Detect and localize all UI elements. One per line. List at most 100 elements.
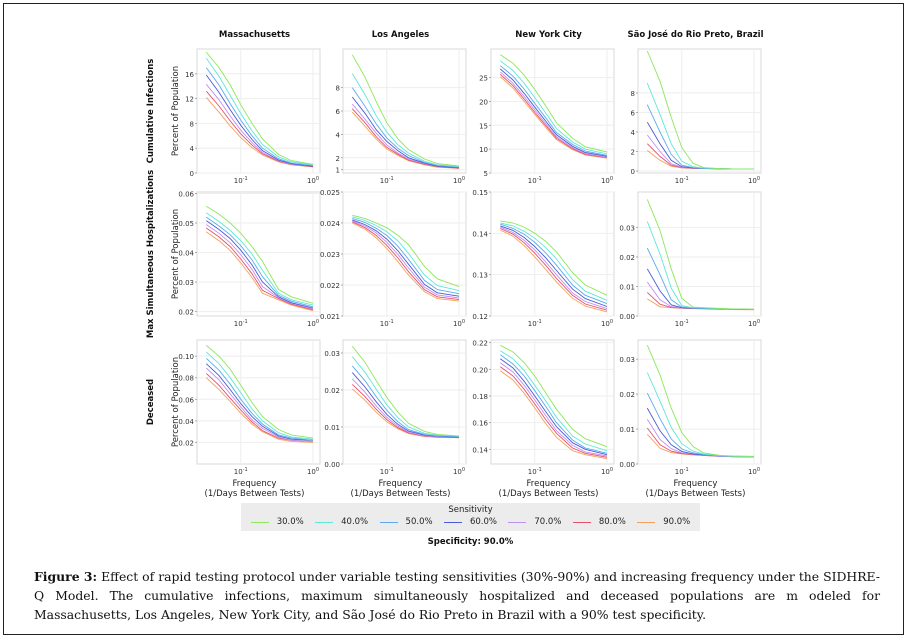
y-tick-label: 0.03 bbox=[619, 224, 635, 232]
plot-area bbox=[490, 339, 615, 465]
series-line-90.0pct bbox=[351, 111, 460, 169]
y-tick-label: 0.13 bbox=[472, 272, 488, 280]
caption-label: Figure 3: bbox=[34, 569, 98, 584]
y-tick-label: 0.01 bbox=[619, 426, 635, 434]
y-tick-label: 2 bbox=[631, 149, 635, 157]
x-tick-label: 10-1 bbox=[675, 467, 689, 476]
x-tick-label: 100 bbox=[601, 319, 613, 328]
series-line-60.0pct bbox=[205, 74, 314, 167]
y-axis-label: Percent of Population bbox=[171, 66, 181, 156]
legend-item: 50.0% bbox=[379, 517, 433, 527]
series-line-40.0pct bbox=[205, 351, 314, 440]
legend-swatch bbox=[443, 521, 462, 523]
legend-item: 30.0% bbox=[250, 517, 304, 527]
series-line-90.0pct bbox=[205, 377, 314, 443]
x-tick-label: 100 bbox=[307, 319, 319, 328]
x-tick-exponent: -1 bbox=[537, 319, 542, 325]
x-tick-exponent: 0 bbox=[757, 176, 760, 182]
row-title: Max Simultaneous Hospitalizations bbox=[146, 170, 156, 338]
y-tick-label: 0 bbox=[631, 168, 635, 176]
subplot-cumulative-infections-1: 1 2 4 6 8 10-1 100 bbox=[336, 48, 467, 185]
series-line-30.0pct bbox=[646, 345, 755, 457]
x-tick-label: 100 bbox=[601, 467, 613, 476]
x-axis-label-line: Frequency bbox=[527, 479, 571, 489]
series-line-50.0pct bbox=[351, 365, 460, 438]
series-line-30.0pct bbox=[206, 345, 314, 439]
x-axis-label-line: (1/Days Between Tests) bbox=[499, 489, 599, 499]
subplot-cumulative-infections-0: 0 4 8 12 16 10-1 100 bbox=[185, 48, 321, 185]
y-tick-label: 0.18 bbox=[472, 393, 488, 401]
series-line-40.0pct bbox=[500, 350, 608, 452]
x-tick-exponent: -1 bbox=[243, 319, 248, 325]
x-tick-exponent: 0 bbox=[610, 319, 613, 325]
legend: Sensitivity 30.0% 40.0% 50.0% 60.0% 70.0% 80.… bbox=[241, 503, 700, 531]
x-axis-label-line: (1/Days Between Tests) bbox=[351, 489, 451, 499]
series-line-40.0pct bbox=[351, 73, 460, 168]
legend-item: 90.0% bbox=[637, 517, 690, 527]
x-tick-exponent: 0 bbox=[757, 467, 760, 473]
series-line-40.0pct bbox=[500, 60, 608, 155]
x-tick-exponent: -1 bbox=[243, 467, 248, 473]
series-line-90.0pct bbox=[205, 97, 314, 168]
y-tick-label: 8 bbox=[190, 120, 194, 128]
subplot-max-simultaneous-hospitalizations-0: 0.02 0.03 0.04 0.05 0.06 10-1 100 bbox=[178, 190, 321, 328]
subplot-deceased-1: 0.00 0.01 0.02 0.03 10-1 100 bbox=[324, 339, 467, 476]
y-tick-label: 0.02 bbox=[178, 439, 194, 447]
x-tick-exponent: 0 bbox=[316, 176, 319, 182]
y-tick-label: 0.12 bbox=[472, 313, 488, 321]
series-line-90.0pct bbox=[499, 76, 608, 159]
series-line-40.0pct bbox=[500, 222, 608, 301]
series-line-50.0pct bbox=[206, 216, 314, 308]
series-line-80.0pct bbox=[500, 227, 608, 311]
plot-area bbox=[637, 339, 762, 465]
legend-item: 60.0% bbox=[443, 517, 497, 527]
subplot-max-simultaneous-hospitalizations-3: 0.00 0.01 0.02 0.03 10-1 100 bbox=[619, 191, 762, 328]
x-tick-exponent: -1 bbox=[537, 176, 542, 182]
x-axis-label-line: Frequency bbox=[674, 479, 718, 489]
y-tick-label: 4 bbox=[631, 129, 636, 137]
x-tick-label: 100 bbox=[453, 176, 465, 185]
x-tick-label: 10-1 bbox=[380, 319, 394, 328]
x-tick-label: 100 bbox=[748, 467, 760, 476]
series-line-80.0pct bbox=[206, 227, 314, 311]
y-tick-label: 0.15 bbox=[472, 189, 488, 197]
series-line-70.0pct bbox=[499, 71, 608, 158]
y-tick-label: 4 bbox=[336, 131, 341, 139]
column-title: New York City bbox=[515, 30, 582, 40]
x-tick-exponent: 0 bbox=[757, 319, 760, 325]
series-line-30.0pct bbox=[351, 54, 460, 167]
y-tick-label: 6 bbox=[336, 108, 341, 116]
series-line-60.0pct bbox=[500, 358, 608, 456]
y-tick-label: 1 bbox=[336, 166, 340, 174]
x-tick-exponent: 0 bbox=[462, 176, 465, 182]
subplot-deceased-2: 0.14 0.16 0.18 0.20 0.22 10-1 100 bbox=[472, 339, 615, 476]
y-tick-label: 0.01 bbox=[324, 424, 340, 432]
y-tick-label: 0.14 bbox=[472, 230, 488, 238]
series-line-60.0pct bbox=[206, 220, 314, 309]
x-tick-exponent: -1 bbox=[389, 467, 394, 473]
x-tick-label: 100 bbox=[601, 176, 613, 185]
x-tick-label: 100 bbox=[453, 467, 465, 476]
series-line-70.0pct bbox=[206, 224, 314, 310]
y-tick-label: 10 bbox=[479, 146, 488, 154]
series-line-30.0pct bbox=[206, 205, 314, 304]
y-tick-label: 0.04 bbox=[178, 418, 194, 426]
x-tick-exponent: -1 bbox=[684, 319, 689, 325]
x-tick-exponent: -1 bbox=[243, 176, 248, 182]
series-line-80.0pct bbox=[500, 366, 608, 458]
y-tick-label: 0.00 bbox=[324, 461, 340, 469]
y-tick-label: 0.06 bbox=[178, 396, 194, 404]
plot-area bbox=[196, 48, 321, 174]
series-line-50.0pct bbox=[351, 87, 460, 168]
y-tick-label: 0.025 bbox=[320, 189, 340, 197]
y-tick-label: 6 bbox=[631, 109, 636, 117]
legend-item: 40.0% bbox=[315, 517, 368, 527]
y-tick-label: 15 bbox=[479, 122, 488, 130]
y-tick-label: 0.03 bbox=[619, 356, 635, 364]
y-tick-label: 0.08 bbox=[178, 375, 194, 383]
column-title: Massachusetts bbox=[219, 30, 290, 40]
series-line-30.0pct bbox=[500, 54, 608, 153]
x-tick-exponent: -1 bbox=[684, 176, 689, 182]
legend-items: 30.0% 40.0% 50.0% 60.0% 70.0% 80.0% 90.0% bbox=[241, 517, 700, 527]
plot-area bbox=[490, 191, 615, 317]
